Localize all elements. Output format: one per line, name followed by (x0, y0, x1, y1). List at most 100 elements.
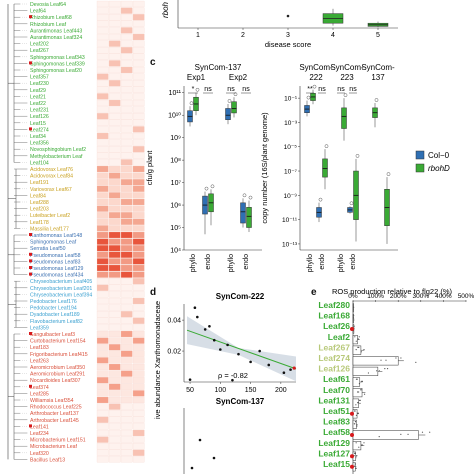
tree-leaf-label: Leaf29 (30, 88, 46, 94)
heatmap-cell (108, 14, 121, 21)
heatmap-cell (108, 304, 121, 311)
e-point (356, 425, 358, 427)
d-point (208, 325, 211, 328)
d-second-title: SynCom-137 (216, 397, 265, 406)
heatmap-cell (108, 113, 121, 120)
heatmap-cell (108, 278, 121, 285)
tree-leaf-label: Leaf263 (30, 358, 49, 364)
tree-leaf-label: Rhodococcus Leaf225 (30, 405, 82, 411)
e-point (358, 383, 361, 385)
e-point (355, 340, 357, 342)
d-title: SynCom-222 (216, 292, 265, 301)
heatmap-cell (120, 449, 133, 456)
heatmap-cell (108, 344, 121, 351)
heatmap-cell (120, 225, 133, 232)
e-point (356, 455, 358, 457)
heatmap-cell (132, 423, 145, 430)
top-x-tick-label: 3 (286, 32, 290, 39)
d-y-tick-label: 0.04 (167, 318, 181, 325)
e-red-marker (350, 454, 354, 459)
heatmap-cell (120, 7, 133, 14)
heatmap-cell (108, 66, 121, 74)
heatmap-cell (96, 99, 109, 107)
e-point (360, 351, 362, 353)
heatmap-cell (120, 383, 133, 390)
e-point (360, 444, 362, 446)
c-right-rbohd-box (322, 158, 328, 178)
tree-red-marker (29, 233, 32, 236)
tree-leaf-label: Chryseobacterium Leaf405 (30, 279, 92, 285)
heatmap-cell (96, 449, 109, 456)
c-left-y-tick-label: 10⁵ (170, 225, 181, 232)
e-title: ROS production relative to flg22 (%) (332, 287, 453, 296)
heatmap-cell (132, 53, 145, 60)
c-right-col0-outlier (306, 95, 311, 100)
c-left-y-tick-label: 10⁷ (171, 180, 182, 187)
legend-entry: rbohD (428, 164, 450, 173)
heatmap-cell (132, 126, 145, 133)
heatmap-cell (108, 311, 121, 318)
heatmap-cell (96, 20, 109, 27)
heatmap-cell (120, 159, 133, 166)
e-point (352, 317, 354, 319)
heatmap-cell (132, 337, 145, 344)
d-point (249, 360, 252, 364)
heatmap-cell (132, 139, 145, 146)
heatmap-cell (120, 317, 133, 324)
c-right-y-tick-label: 10⁻⁹ (284, 193, 298, 200)
heatmap-cell (108, 443, 121, 450)
heatmap-cell (96, 284, 109, 291)
heatmap-cell (120, 436, 133, 443)
heatmap-cell (120, 93, 133, 100)
heatmap-cell (96, 311, 109, 318)
e-category-label: Leaf131 (318, 395, 350, 405)
c-right-rbohd-outlier (386, 172, 391, 176)
tree-leaf-label: Leaf359 (30, 325, 49, 331)
heatmap-cell (96, 324, 109, 331)
c-right-y-tick-label: 10⁻¹³ (282, 241, 298, 248)
c-right-sig-label: ns (318, 86, 326, 93)
e-point (359, 389, 362, 391)
e-category-label: Leaf83 (323, 417, 350, 427)
legend-swatch (415, 163, 425, 173)
heatmap-cell (108, 238, 121, 245)
e-category-label: Leaf127 (318, 448, 350, 458)
e-bar (352, 345, 362, 355)
heatmap-cell (96, 271, 109, 278)
tree-leaf-label: Leaf356 (30, 141, 49, 147)
heatmap-cell (96, 251, 109, 258)
tree-red-marker (29, 272, 32, 276)
heatmap-cell (132, 449, 145, 456)
heatmap-cell (120, 146, 133, 153)
d-point (196, 315, 199, 319)
d-point (203, 328, 207, 331)
e-point (407, 433, 409, 435)
c-right-y-axis-title: copy number (16S/plant genome) (260, 112, 269, 224)
tree-red-marker (29, 332, 32, 335)
e-point (363, 442, 365, 444)
d-x-tick-label: 150 (245, 387, 257, 394)
c-left-x-tick-label: endo (205, 254, 212, 270)
heatmap-cell (120, 53, 133, 60)
heatmap-cell (108, 410, 121, 417)
heatmap-cell (96, 429, 109, 437)
heatmap-cell (120, 0, 133, 8)
heatmap-cell (120, 126, 133, 133)
heatmap-cell (132, 7, 145, 14)
heatmap-cell (96, 344, 109, 351)
heatmap-cell (132, 146, 145, 153)
heatmap-cell (132, 14, 145, 21)
tree-red-marker (29, 424, 32, 428)
top-x-tick-label: 2 (241, 32, 245, 39)
c-left-col0-outlier (189, 101, 194, 106)
heatmap-cell (120, 238, 133, 245)
heatmap-cell (120, 231, 133, 239)
tree-leaf-label: Pseudomonas Leaf83 (30, 259, 81, 265)
heatmap-cell (96, 231, 109, 239)
heatmap-cell (108, 47, 121, 54)
heatmap-cell (120, 357, 133, 364)
e-point (355, 457, 357, 459)
heatmap-cell (132, 258, 145, 265)
e-category-label: Leaf274 (318, 353, 350, 363)
